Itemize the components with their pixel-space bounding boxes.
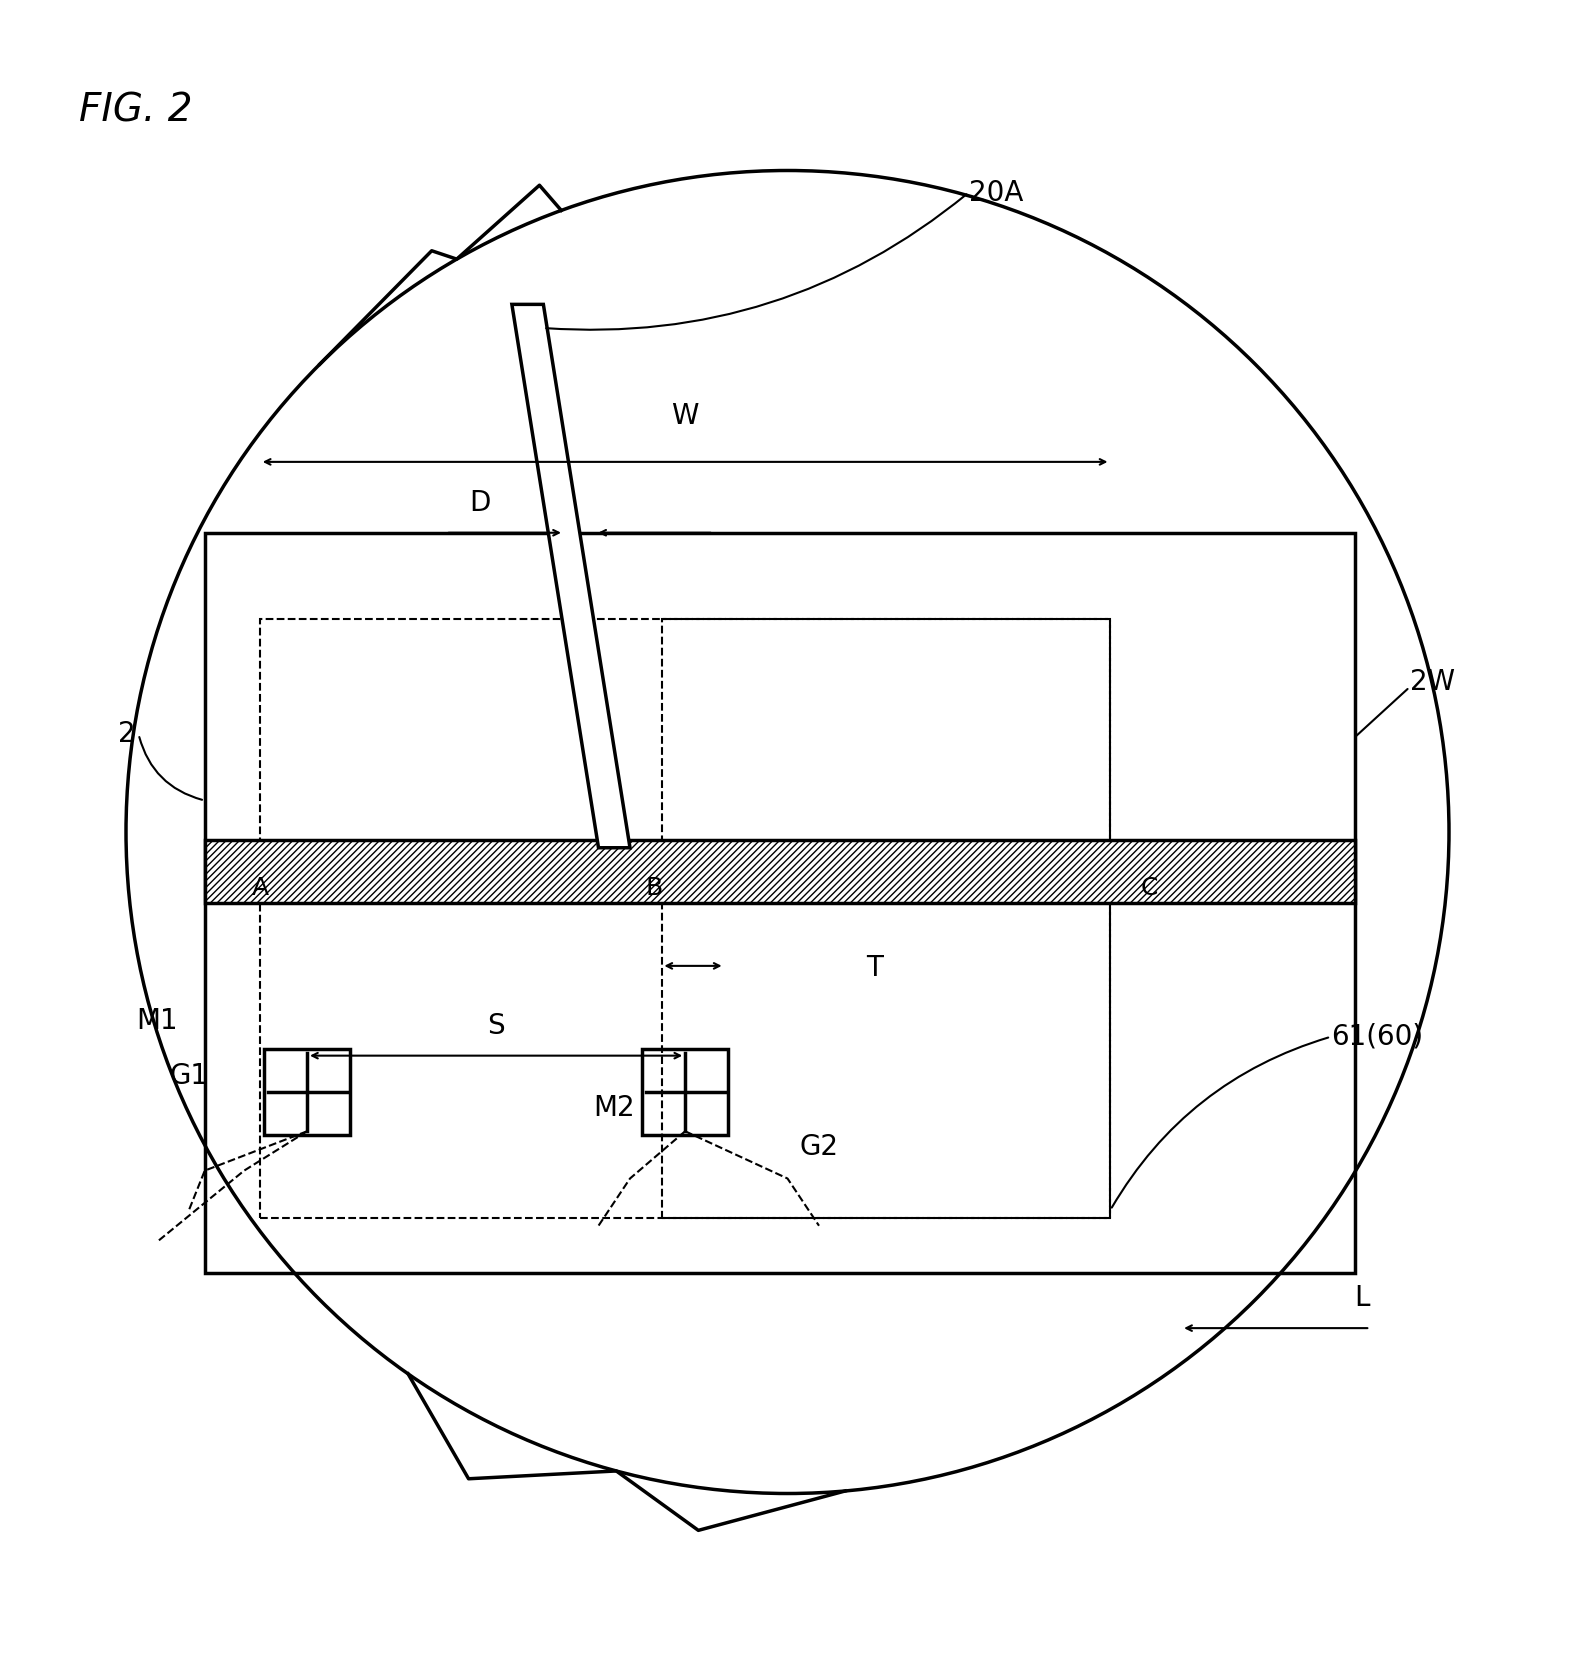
Text: FIG. 2: FIG. 2 [79, 92, 192, 130]
Text: M2: M2 [594, 1093, 635, 1122]
Bar [205, 840, 1354, 904]
Text: M1: M1 [137, 1007, 178, 1035]
Bar [643, 1048, 728, 1135]
Polygon shape [512, 305, 630, 847]
Text: S: S [487, 1012, 506, 1040]
Text: G2: G2 [800, 1133, 838, 1161]
Text: 61(60): 61(60) [1331, 1023, 1422, 1050]
Text: A: A [252, 877, 268, 900]
Bar [260, 619, 1110, 1218]
Bar [662, 619, 1110, 1218]
Bar [265, 1048, 350, 1135]
Text: D: D [469, 489, 491, 518]
Text: B: B [646, 877, 662, 900]
Text: 2W: 2W [1410, 669, 1455, 696]
Text: T: T [866, 953, 882, 982]
Text: 2: 2 [118, 721, 135, 749]
Text: G1: G1 [170, 1062, 208, 1090]
Text: C: C [1140, 877, 1159, 900]
Text: 20A: 20A [969, 178, 1024, 206]
Bar [205, 532, 1354, 1273]
Text: L: L [1354, 1285, 1370, 1313]
Text: W: W [671, 403, 699, 431]
